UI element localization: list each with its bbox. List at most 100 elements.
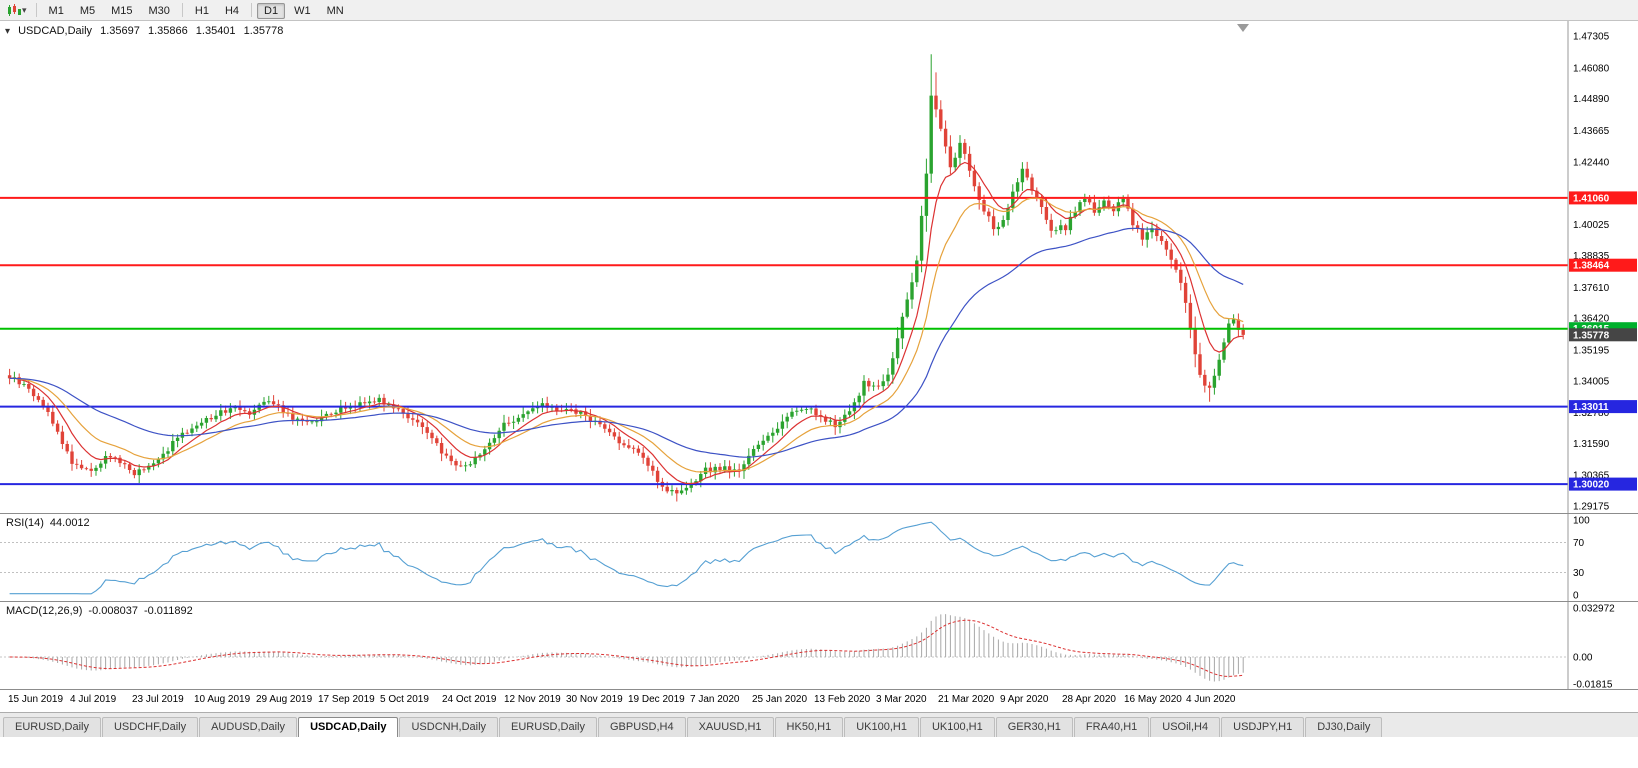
chart-tab-fra40-h1[interactable]: FRA40,H1 (1073, 717, 1150, 737)
macd-panel[interactable]: MACD(12,26,9) -0.008037 -0.011892 0.032972… (0, 602, 1638, 690)
timeframe-button-M30[interactable]: M30 (148, 5, 170, 17)
macd-signal-value: -0.011892 (143, 605, 193, 617)
chart-tab-dj30-daily[interactable]: DJ30,Daily (1305, 717, 1383, 737)
price-badge (1569, 191, 1637, 205)
rsi-line (9, 521, 1244, 595)
close-value: 1.35778 (243, 25, 284, 37)
rsi-axis-label: 30 (1573, 568, 1585, 579)
timeframe-button-H1[interactable]: H1 (194, 5, 209, 17)
rsi-axis-label: 0 (1573, 591, 1579, 602)
chart-tab-gbpusd-h4[interactable]: GBPUSD,H4 (598, 717, 686, 737)
chart-tab-usdcad-daily[interactable]: USDCAD,Daily (298, 717, 399, 737)
chart-tab-uk100-h1[interactable]: UK100,H1 (919, 717, 995, 737)
price-tick-label: 1.31590 (1573, 439, 1610, 450)
chart-tab-usdjpy-h1[interactable]: USDJPY,H1 (1221, 717, 1305, 737)
chart-tab-hk50-h1[interactable]: HK50,H1 (774, 717, 844, 737)
chart-tab-eurusd-daily[interactable]: EURUSD,Daily (499, 717, 597, 737)
rsi-canvas[interactable]: 100 70 30 0 (0, 514, 1638, 601)
macd-canvas[interactable]: 0.032972 0.00 -0.01815 (0, 602, 1638, 689)
price-badge (1569, 258, 1637, 272)
timeframe-button-group: M1 M5 M15 M30 H1 H4 D1 W1 MN (41, 1, 352, 19)
time-label: 13 Feb 2020 (814, 694, 871, 705)
toolbar-separator (251, 2, 253, 17)
price-tick-label: 1.40025 (1573, 220, 1610, 231)
timeframe-button-MN[interactable]: MN (326, 5, 344, 17)
toolbar-separator (181, 2, 183, 17)
price-badge-label: 1.30020 (1573, 480, 1610, 491)
time-label: 4 Jul 2019 (70, 694, 117, 705)
chart-tab-xauusd-h1[interactable]: XAUUSD,H1 (686, 717, 774, 737)
timeframe-button-W1[interactable]: W1 (294, 5, 311, 17)
timeframe-button-H4[interactable]: H4 (224, 5, 240, 17)
time-label: 25 Jan 2020 (752, 694, 808, 705)
macd-name: MACD(12,26,9) (6, 605, 83, 617)
price-tick-label: 1.37610 (1573, 283, 1610, 294)
candle-bodies-down (7, 95, 1245, 494)
price-chart-canvas[interactable]: 1.47305 1.46080 1.44890 1.43665 1.42440 1.400… (0, 21, 1638, 513)
macd-main-value: -0.008037 (88, 605, 138, 617)
price-tick-label: 1.44890 (1573, 94, 1610, 105)
macd-histogram (18, 614, 1244, 682)
price-badge (1569, 477, 1637, 491)
symbol-menu-icon[interactable]: ▾ (5, 26, 11, 37)
price-tick-label: 1.47305 (1573, 32, 1610, 43)
chart-tab-eurusd-daily[interactable]: EURUSD,Daily (3, 717, 101, 737)
moving-average-slow (9, 227, 1244, 458)
price-tick-label: 1.38835 (1573, 251, 1610, 262)
chart-tab-bar: EURUSD,Daily USDCHF,Daily AUDUSD,Daily USDC… (0, 712, 1638, 737)
high-value: 1.35866 (147, 25, 188, 37)
time-label: 12 Nov 2019 (504, 694, 561, 705)
chart-type-button[interactable]: ▾ (4, 3, 30, 18)
price-tick-label: 1.34005 (1573, 376, 1610, 387)
low-value: 1.35401 (195, 25, 236, 37)
chart-tab-usdchf-daily[interactable]: USDCHF,Daily (101, 717, 199, 737)
price-badge-label: 1.41060 (1573, 193, 1610, 204)
price-badge-label: 1.38464 (1573, 261, 1610, 272)
chart-tab-audusd-daily[interactable]: AUDUSD,Daily (199, 717, 298, 737)
price-tick-label: 1.42440 (1573, 158, 1610, 169)
symbol-label: USDCAD,Daily (18, 25, 93, 37)
timeframe-button-M5[interactable]: M5 (79, 5, 96, 17)
price-chart-panel[interactable]: ▾ USDCAD,Daily 1.35697 1.35866 1.35401 1… (0, 21, 1638, 514)
timeframe-button-M15[interactable]: M15 (111, 5, 133, 17)
candlestick-chart-icon (8, 3, 21, 16)
timeframe-button-M1[interactable]: M1 (48, 5, 64, 17)
bottom-filler (0, 737, 1638, 768)
rsi-label: RSI(14) 44.0012 (6, 517, 96, 529)
time-label: 23 Jul 2019 (132, 694, 184, 705)
time-label: 3 Mar 2020 (876, 694, 927, 705)
macd-axis-label: 0.032972 (1573, 604, 1615, 615)
price-badge (1569, 400, 1637, 414)
candle-wicks-down (9, 72, 1244, 502)
timeframe-button-D1[interactable]: D1 (257, 3, 286, 19)
chart-header: ▾ USDCAD,Daily 1.35697 1.35866 1.35401 1… (5, 25, 288, 37)
time-label: 15 Jun 2019 (8, 694, 64, 705)
time-label: 17 Sep 2019 (318, 694, 375, 705)
price-tick-label: 1.46080 (1573, 63, 1610, 74)
time-axis[interactable]: 15 Jun 2019 4 Jul 2019 23 Jul 2019 10 Aug 2… (0, 690, 1638, 712)
time-label: 5 Oct 2019 (380, 694, 429, 705)
open-value: 1.35697 (100, 25, 140, 37)
price-tick-label: 1.32780 (1573, 408, 1610, 419)
price-tick-label: 1.30365 (1573, 471, 1610, 482)
price-tick-label: 1.35195 (1573, 345, 1610, 356)
time-label: 7 Jan 2020 (690, 694, 740, 705)
chart-shift-triangle-icon[interactable] (1237, 24, 1249, 32)
chart-tab-usdcnh-daily[interactable]: USDCNH,Daily (399, 717, 499, 737)
macd-signal-line (9, 619, 1244, 677)
moving-average-medium (9, 197, 1244, 473)
chart-tab-usoil-h4[interactable]: USOil,H4 (1150, 717, 1221, 737)
macd-axis-label: 0.00 (1573, 653, 1593, 664)
time-label: 10 Aug 2019 (194, 694, 251, 705)
toolbar-separator (35, 3, 37, 17)
time-label: 9 Apr 2020 (1000, 694, 1049, 705)
chart-tab-ger30-h1[interactable]: GER30,H1 (995, 717, 1073, 737)
chart-tab-uk100-h1[interactable]: UK100,H1 (844, 717, 919, 737)
rsi-panel[interactable]: RSI(14) 44.0012 100 70 30 0 (0, 514, 1638, 602)
rsi-axis-label: 100 (1573, 516, 1590, 527)
time-label: 24 Oct 2019 (442, 694, 497, 705)
moving-average-fast (9, 161, 1244, 485)
time-label: 4 Jun 2020 (1186, 694, 1236, 705)
rsi-value: 44.0012 (49, 517, 90, 529)
price-tick-label: 1.36420 (1573, 314, 1610, 325)
